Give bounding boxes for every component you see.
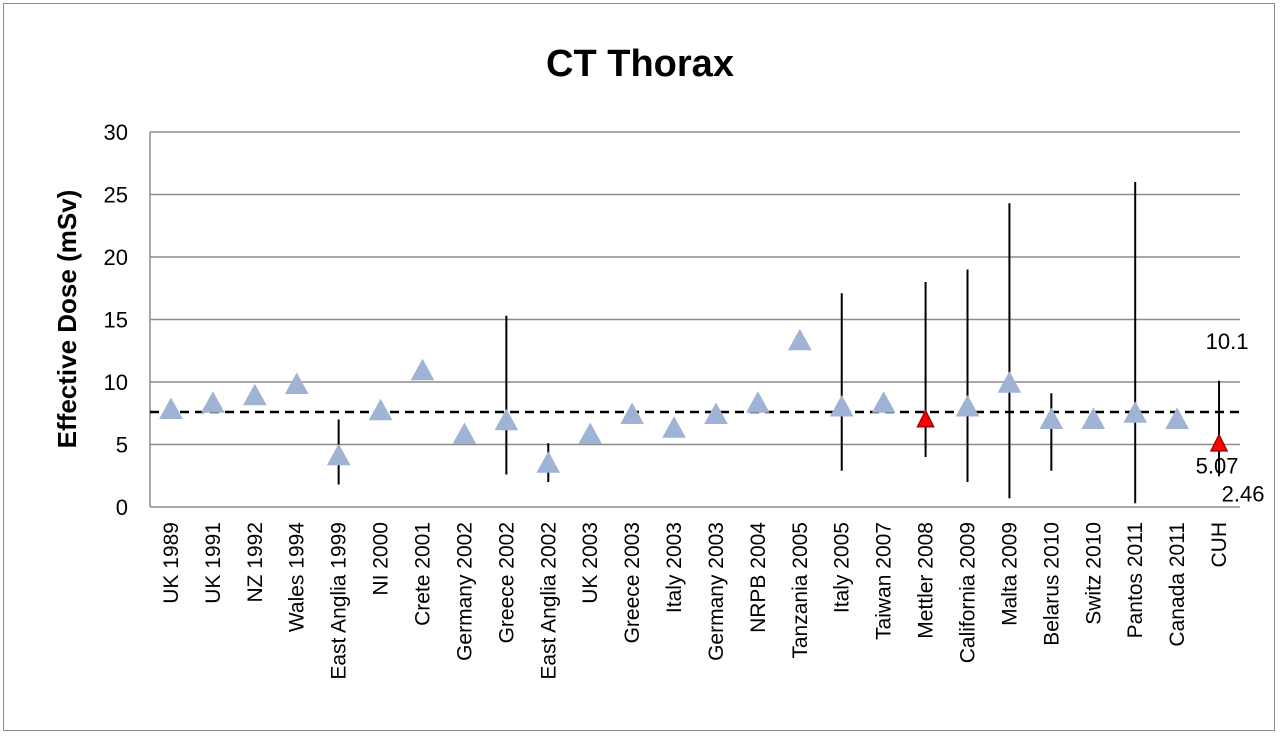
chart-frame [3,3,1275,731]
y-tick-label: 0 [116,495,128,520]
data-marker [997,371,1022,393]
x-tick-label: Switz 2010 [1082,522,1105,625]
data-marker [326,443,351,466]
x-tick-label: Malta 2009 [998,522,1021,626]
data-marker [159,397,183,419]
x-tick-label: East Anglia 2002 [537,522,560,680]
highlight-marker [916,409,935,428]
y-tick-label: 20 [104,245,128,270]
x-tick-label: Germany 2002 [453,522,476,661]
x-tick-label: Italy 2003 [663,522,686,613]
highlight-marker [1209,433,1229,452]
data-marker [536,451,561,473]
x-tick-label: Greece 2003 [621,522,644,643]
x-tick-label: Wales 1994 [286,522,309,632]
annotations: 10.1 5.072.46 [1196,329,1265,507]
x-tick-label: CUH [1208,522,1231,568]
y-tick-label: 25 [104,183,128,208]
annotation-lower: 2.46 [1222,481,1265,506]
chart-title: CT Thorax [546,43,734,85]
annotation-upper: 10.1 [1206,329,1249,354]
data-marker [452,422,477,444]
x-tick-label: NI 2000 [370,522,393,596]
y-tick-label: 10 [104,370,128,395]
x-tick-label: NRPB 2004 [747,522,770,633]
data-marker [578,422,603,444]
x-tick-label: UK 2003 [579,522,602,604]
gridlines [149,131,1240,508]
x-tick-label: Pantos 2011 [1124,522,1147,638]
data-marker [871,391,896,413]
x-tick-label: Mettler 2008 [915,522,938,639]
x-tick-label: Belarus 2010 [1040,522,1063,646]
data-marker [242,383,267,406]
y-axis-label: Effective Dose (mSv) [52,190,82,449]
data-marker [201,391,225,413]
data-marker [1165,407,1189,429]
x-tick-label: California 2009 [957,522,980,663]
data-marker [787,328,812,351]
x-tick-label: Taiwan 2007 [873,522,896,640]
x-tick-label: East Anglia 1999 [328,522,351,680]
data-markers [159,328,1229,473]
data-marker [284,372,309,394]
y-tick-labels: 0 5 10 15 20 25 30 [104,120,128,520]
x-tick-label: Crete 2001 [412,522,435,626]
x-tick-label: Germany 2003 [705,522,728,661]
data-marker [829,394,854,417]
x-tick-label: NZ 1992 [244,522,267,603]
data-marker [746,391,770,413]
data-marker [1123,401,1148,423]
data-marker [368,398,393,421]
data-marker [410,358,435,381]
data-marker [662,416,686,438]
y-tick-label: 15 [104,308,128,333]
y-tick-label: 5 [116,433,128,458]
x-tick-label: Canada 2011 [1166,522,1189,647]
data-marker [704,402,728,424]
error-bars [337,182,1221,504]
x-tick-label: Italy 2005 [831,522,854,613]
data-marker [955,394,980,417]
data-marker [1039,407,1064,429]
data-marker [620,402,644,424]
data-marker [494,408,519,431]
x-tick-label: UK 1989 [160,522,183,604]
x-tick-label: Greece 2002 [495,522,518,643]
x-tick-label: UK 1991 [202,522,225,604]
x-tick-labels: UK 1989 UK 1991 NZ 1992 Wales 1994 East Angl… [160,522,1231,680]
data-marker [1081,407,1106,429]
annotation-value: 5.07 [1196,454,1239,479]
y-tick-label: 30 [104,120,128,145]
x-tick-label: Tanzania 2005 [789,522,812,659]
